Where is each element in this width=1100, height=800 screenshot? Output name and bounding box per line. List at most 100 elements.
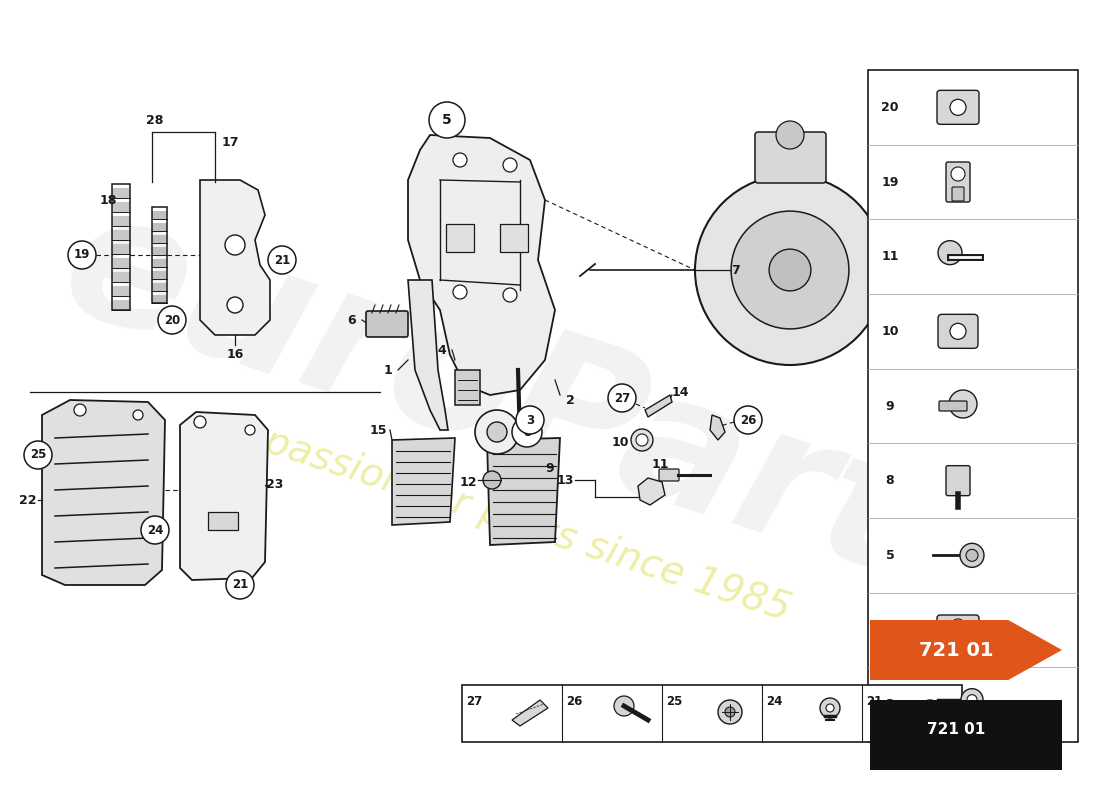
Circle shape: [503, 158, 517, 172]
Circle shape: [483, 471, 500, 489]
Text: 10: 10: [881, 325, 899, 338]
Text: 1: 1: [384, 363, 393, 377]
Circle shape: [133, 410, 143, 420]
Text: 11: 11: [881, 250, 899, 263]
Polygon shape: [112, 286, 130, 296]
Text: 25: 25: [30, 449, 46, 462]
Polygon shape: [408, 135, 556, 395]
Text: 12: 12: [460, 475, 476, 489]
Text: 19: 19: [74, 249, 90, 262]
Circle shape: [512, 417, 542, 447]
FancyBboxPatch shape: [946, 466, 970, 496]
Circle shape: [920, 700, 940, 720]
Text: euroParts: euroParts: [43, 174, 1037, 646]
Polygon shape: [112, 258, 130, 268]
Polygon shape: [180, 412, 268, 580]
Circle shape: [952, 619, 965, 633]
Polygon shape: [455, 370, 480, 405]
FancyBboxPatch shape: [937, 90, 979, 124]
Circle shape: [453, 153, 468, 167]
Bar: [462, 685, 962, 742]
Polygon shape: [112, 300, 130, 310]
Circle shape: [636, 434, 648, 446]
Circle shape: [769, 249, 811, 291]
Text: 24: 24: [146, 523, 163, 537]
Circle shape: [24, 441, 52, 469]
Text: 4: 4: [438, 343, 447, 357]
Circle shape: [429, 102, 465, 138]
Circle shape: [194, 416, 206, 428]
Polygon shape: [112, 188, 130, 198]
Polygon shape: [42, 400, 165, 585]
Text: 28: 28: [146, 114, 164, 126]
Bar: [152, 207, 167, 303]
Circle shape: [74, 404, 86, 416]
Text: 5: 5: [886, 549, 894, 562]
Circle shape: [926, 706, 934, 714]
Polygon shape: [152, 235, 167, 243]
Text: 26: 26: [740, 414, 756, 426]
Circle shape: [516, 406, 544, 434]
Polygon shape: [710, 415, 725, 440]
Polygon shape: [112, 244, 130, 254]
Circle shape: [487, 422, 507, 442]
Text: 3: 3: [886, 698, 894, 711]
Circle shape: [967, 694, 977, 705]
Circle shape: [158, 306, 186, 334]
Circle shape: [475, 410, 519, 454]
Bar: [500, 224, 528, 252]
Text: a passion for parts since 1985: a passion for parts since 1985: [224, 411, 795, 629]
Text: 9: 9: [886, 399, 894, 413]
Text: 20: 20: [881, 101, 899, 114]
Polygon shape: [392, 438, 455, 525]
Text: 21: 21: [866, 695, 882, 708]
Circle shape: [453, 285, 468, 299]
Text: 17: 17: [222, 135, 240, 149]
Circle shape: [68, 241, 96, 269]
Text: 5: 5: [442, 113, 452, 127]
Circle shape: [734, 406, 762, 434]
Polygon shape: [645, 395, 672, 417]
Polygon shape: [487, 438, 560, 545]
Polygon shape: [152, 295, 167, 303]
Bar: [112, 184, 130, 310]
Text: 4: 4: [886, 623, 894, 637]
Circle shape: [826, 704, 834, 712]
Text: 11: 11: [651, 458, 669, 471]
Circle shape: [952, 167, 965, 181]
Circle shape: [949, 390, 977, 418]
Circle shape: [950, 99, 966, 115]
FancyBboxPatch shape: [939, 401, 967, 411]
Polygon shape: [152, 223, 167, 231]
Circle shape: [718, 700, 743, 724]
Circle shape: [820, 698, 840, 718]
Text: 7: 7: [730, 263, 739, 277]
Text: 8: 8: [522, 426, 531, 438]
Circle shape: [732, 211, 849, 329]
FancyBboxPatch shape: [952, 187, 964, 201]
Bar: [868, 70, 1078, 742]
Text: 6: 6: [348, 314, 356, 326]
FancyBboxPatch shape: [938, 314, 978, 348]
Polygon shape: [200, 180, 270, 335]
Circle shape: [776, 121, 804, 149]
Circle shape: [695, 175, 886, 365]
Text: 23: 23: [266, 478, 284, 491]
Text: 27: 27: [614, 391, 630, 405]
Polygon shape: [152, 283, 167, 291]
Circle shape: [245, 425, 255, 435]
Polygon shape: [112, 216, 130, 226]
FancyBboxPatch shape: [659, 469, 679, 481]
Circle shape: [141, 516, 169, 544]
Polygon shape: [152, 211, 167, 219]
Circle shape: [725, 707, 735, 717]
Text: 22: 22: [20, 494, 36, 506]
Polygon shape: [112, 230, 130, 240]
Text: 8: 8: [886, 474, 894, 487]
Text: 20: 20: [164, 314, 180, 326]
Text: 16: 16: [227, 349, 244, 362]
Text: 27: 27: [466, 695, 482, 708]
Text: 15: 15: [370, 423, 387, 437]
Polygon shape: [112, 202, 130, 212]
Polygon shape: [152, 259, 167, 267]
